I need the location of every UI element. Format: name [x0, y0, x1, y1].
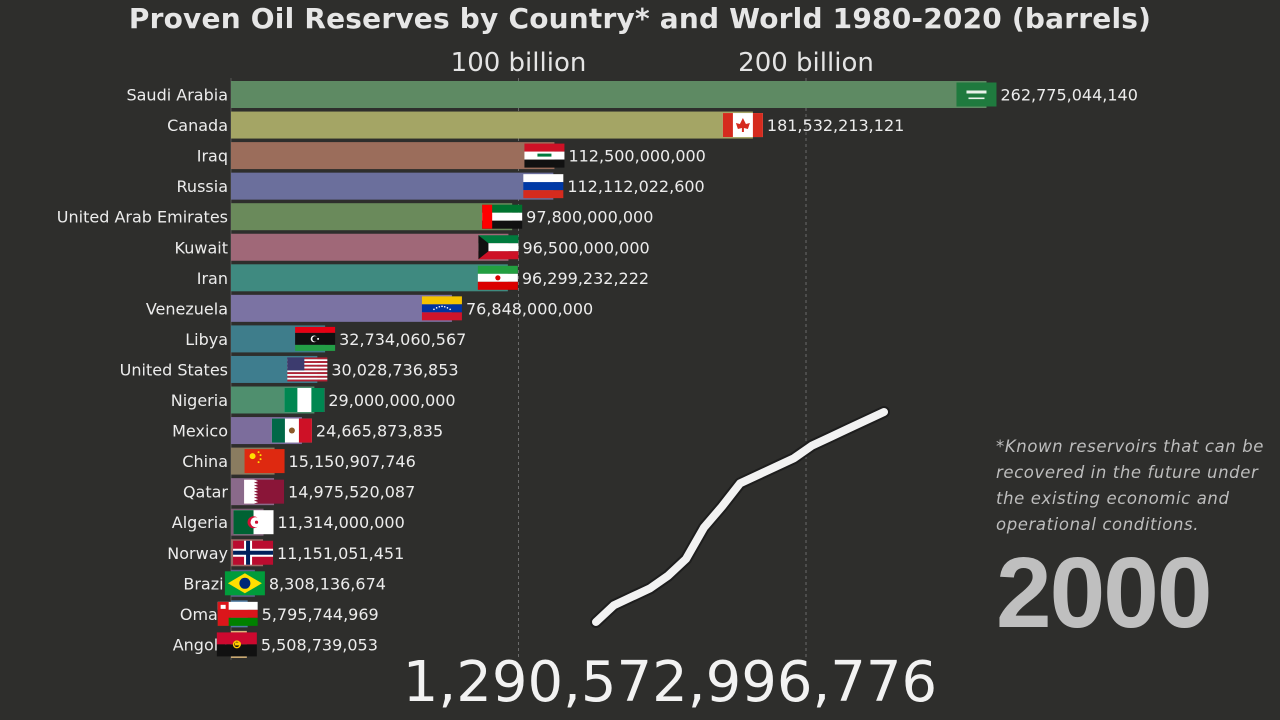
world-trend-line [592, 408, 888, 626]
oman-flag-icon [217, 601, 258, 626]
algeria-flag-icon [233, 510, 274, 535]
value-label: 8,308,136,674 [269, 574, 386, 593]
bar [231, 294, 452, 322]
venezuela-flag-icon [421, 296, 462, 321]
value-label: 15,150,907,746 [289, 452, 416, 471]
bar [231, 233, 509, 261]
world-total: 1,290,572,996,776 [402, 650, 938, 715]
category-label: Nigeria [171, 391, 228, 410]
value-label: 24,665,873,835 [316, 422, 443, 441]
value-label: 30,028,736,853 [331, 360, 458, 379]
kuwait-flag-icon [478, 235, 519, 260]
category-label: Qatar [183, 483, 228, 502]
libya-flag-icon [295, 326, 336, 351]
footnote-text: *Known reservoirs that can be recovered … [996, 437, 1265, 534]
saudi-arabia-flag-icon [956, 82, 997, 107]
nigeria-flag-icon [284, 388, 325, 412]
value-label: 11,151,051,451 [277, 544, 404, 563]
category-label: Norway [167, 544, 228, 563]
bar-row: Canada 181,532,213,121 [167, 111, 904, 139]
category-label: Mexico [172, 422, 228, 441]
bar-row: United States 30,028,736,853 [120, 355, 459, 383]
value-label: 112,112,022,600 [567, 177, 704, 196]
bar [231, 203, 513, 231]
category-label: United Arab Emirates [57, 208, 228, 227]
bar-row: Algeria 11,314,000,000 [172, 508, 405, 536]
value-label: 262,775,044,140 [1000, 86, 1137, 105]
bar [231, 264, 508, 292]
category-label: Iran [197, 269, 228, 288]
category-label: Kuwait [175, 238, 228, 257]
russia-flag-icon [523, 174, 564, 199]
year-label: 2000 [996, 537, 1212, 649]
iraq-flag-icon [524, 143, 565, 168]
x-tick-label-2: 200 billion [738, 48, 874, 78]
value-label: 97,800,000,000 [526, 208, 653, 227]
value-label: 32,734,060,567 [339, 330, 466, 349]
bar [231, 111, 753, 139]
norway-flag-icon [233, 540, 274, 565]
mexico-flag-icon [271, 418, 312, 443]
bar-row: Angola 5,508,739,053 [173, 630, 378, 658]
category-label: China [182, 452, 228, 471]
bar-row: China 15,150,907,746 [182, 447, 416, 475]
value-label: 11,314,000,000 [278, 513, 405, 532]
category-label: Oman [180, 605, 228, 624]
angola-flag-icon [216, 632, 257, 657]
bar-row: Kuwait 96,500,000,000 [175, 233, 650, 261]
bar [231, 81, 987, 108]
china-flag-icon [244, 449, 285, 474]
category-label: Algeria [172, 513, 228, 532]
value-label: 181,532,213,121 [767, 116, 904, 135]
iran-flag-icon [477, 265, 518, 290]
uae-flag-icon [482, 204, 523, 229]
value-label: 76,848,000,000 [466, 299, 593, 318]
category-label: Canada [167, 116, 228, 135]
bar-row: Mexico 24,665,873,835 [172, 417, 443, 445]
value-label: 5,508,739,053 [261, 635, 378, 654]
bar-row: Oman 5,795,744,969 [180, 600, 379, 628]
x-tick-label-1: 100 billion [451, 48, 587, 78]
canada-flag-icon [722, 113, 763, 138]
category-label: Iraq [197, 147, 228, 166]
qatar-flag-icon [244, 479, 285, 504]
chart-title: Proven Oil Reserves by Country* and Worl… [128, 2, 1152, 35]
brazil-flag-icon [224, 571, 265, 596]
usa-flag-icon [287, 357, 328, 382]
bar-row: Libya 32,734,060,567 [185, 325, 466, 353]
category-label: Libya [185, 330, 228, 349]
bar [231, 172, 554, 200]
value-label: 14,975,520,087 [288, 483, 415, 502]
category-label: Angola [173, 635, 228, 654]
bar-row: Nigeria 29,000,000,000 [171, 386, 456, 414]
value-label: 29,000,000,000 [328, 391, 455, 410]
bar-row: Iraq 112,500,000,000 [197, 142, 706, 170]
value-label: 5,795,744,969 [262, 605, 379, 624]
bar-row: Brazil 8,308,136,674 [183, 569, 386, 597]
category-label: United States [120, 360, 228, 379]
bar-row: Russia 112,112,022,600 [177, 172, 705, 200]
category-label: Brazil [183, 574, 228, 593]
bar-row: Saudi Arabia 262,775,044,140 [126, 81, 1138, 108]
bar-row: United Arab Emirates 97,800,000,000 [57, 203, 653, 231]
bar-row: Venezuela 76,848,000,000 [146, 294, 593, 322]
bar-row: Iran 96,299,232,222 [197, 264, 649, 292]
value-label: 96,500,000,000 [522, 238, 649, 257]
bar-row: Qatar 14,975,520,087 [183, 478, 415, 506]
value-label: 96,299,232,222 [522, 269, 649, 288]
category-label: Venezuela [146, 299, 228, 318]
bar-row: Norway 11,151,051,451 [167, 539, 404, 567]
value-label: 112,500,000,000 [568, 147, 705, 166]
bar [231, 142, 555, 170]
category-label: Russia [177, 177, 228, 196]
category-label: Saudi Arabia [126, 86, 228, 105]
